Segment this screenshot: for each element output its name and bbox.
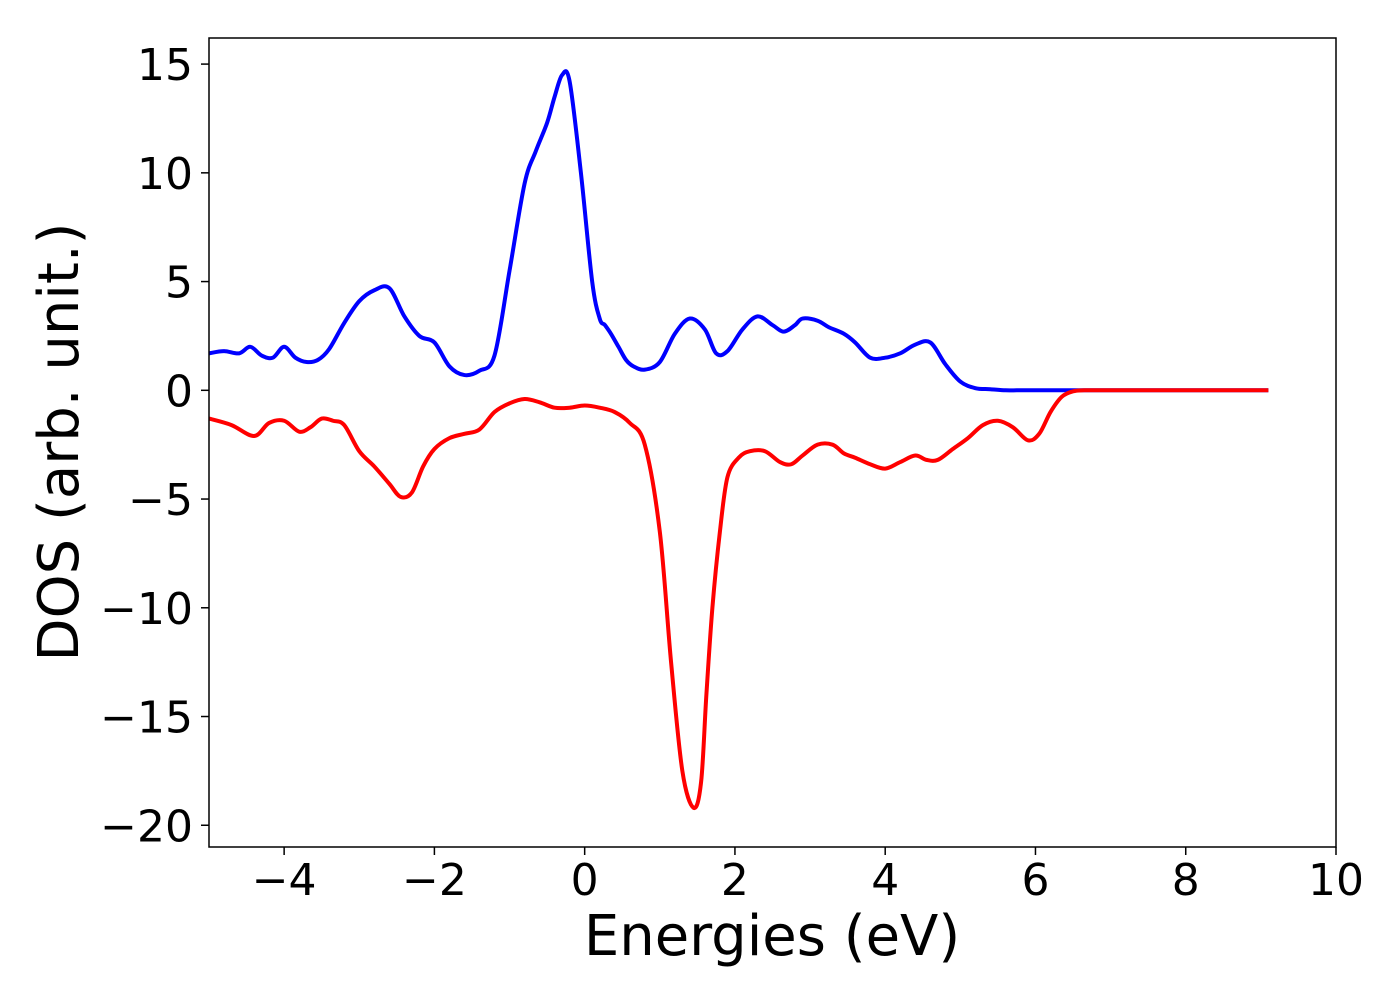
x-tick-label: −4 xyxy=(252,855,317,906)
x-tick-label: 0 xyxy=(571,855,599,906)
x-tick-label: 4 xyxy=(871,855,899,906)
x-tick-label: 10 xyxy=(1308,855,1364,906)
x-tick-label: −2 xyxy=(402,855,467,906)
x-tick-label: 8 xyxy=(1172,855,1200,906)
y-tick-label: −15 xyxy=(100,693,193,744)
y-axis-label: DOS (arb. unit.) xyxy=(27,222,92,661)
y-axis: 15 10 5 0 −5 −10 −15 −20 xyxy=(100,40,209,852)
x-axis: −4 −2 0 2 4 6 8 10 xyxy=(252,847,1364,906)
x-tick-label: 2 xyxy=(721,855,749,906)
y-tick-label: −5 xyxy=(128,475,193,526)
y-tick-label: −10 xyxy=(100,584,193,635)
y-tick-label: 10 xyxy=(137,149,193,200)
series-layer xyxy=(209,69,1269,811)
y-tick-label: 15 xyxy=(137,40,193,91)
y-tick-label: 5 xyxy=(165,258,193,309)
y-tick-label: −20 xyxy=(100,801,193,852)
series-line-blue xyxy=(209,69,1269,393)
y-tick-label: 0 xyxy=(165,366,193,417)
series-line-red xyxy=(209,388,1269,811)
plot-frame xyxy=(208,37,1337,848)
x-tick-label: 6 xyxy=(1021,855,1049,906)
x-axis-label: Energies (eV) xyxy=(584,904,960,969)
